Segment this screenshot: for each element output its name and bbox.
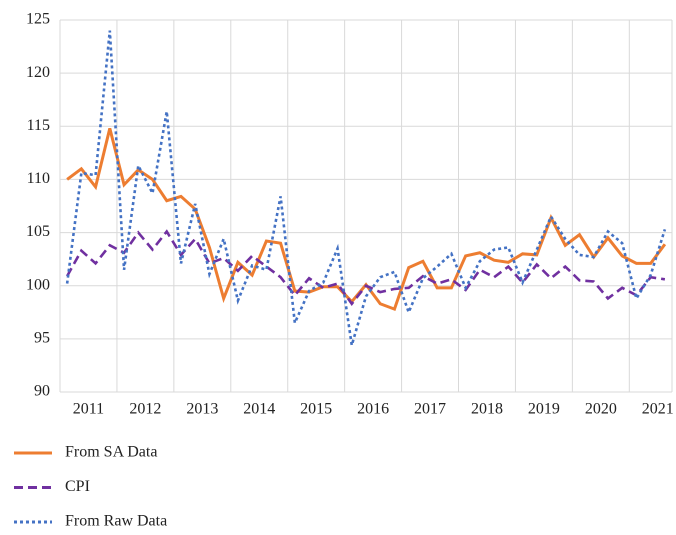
x-tick-label: 2013 bbox=[186, 401, 218, 418]
y-tick-label: 115 bbox=[27, 117, 50, 134]
y-tick-label: 95 bbox=[34, 330, 50, 347]
legend-label: From SA Data bbox=[65, 444, 157, 461]
legend-label: From Raw Data bbox=[65, 513, 167, 530]
y-tick-label: 120 bbox=[26, 64, 50, 81]
y-tick-label: 125 bbox=[26, 11, 50, 28]
x-tick-label: 2021 bbox=[642, 401, 674, 418]
series-line bbox=[66, 128, 667, 312]
x-tick-label: 2018 bbox=[471, 401, 503, 418]
x-tick-label: 2020 bbox=[585, 401, 617, 418]
x-tick-label: 2011 bbox=[73, 401, 104, 418]
x-tick-label: 2019 bbox=[528, 401, 560, 418]
x-tick-label: 2017 bbox=[414, 401, 446, 418]
series-line bbox=[65, 229, 666, 306]
y-tick-label: 105 bbox=[26, 223, 50, 240]
y-tick-label: 90 bbox=[34, 383, 50, 400]
x-tick-label: 2014 bbox=[243, 401, 275, 418]
series-line bbox=[65, 30, 667, 346]
x-tick-label: 2012 bbox=[129, 401, 161, 418]
legend-label: CPI bbox=[65, 478, 90, 495]
y-tick-label: 110 bbox=[27, 170, 50, 187]
x-tick-label: 2016 bbox=[357, 401, 389, 418]
x-tick-label: 2015 bbox=[300, 401, 332, 418]
y-tick-label: 100 bbox=[26, 276, 50, 293]
